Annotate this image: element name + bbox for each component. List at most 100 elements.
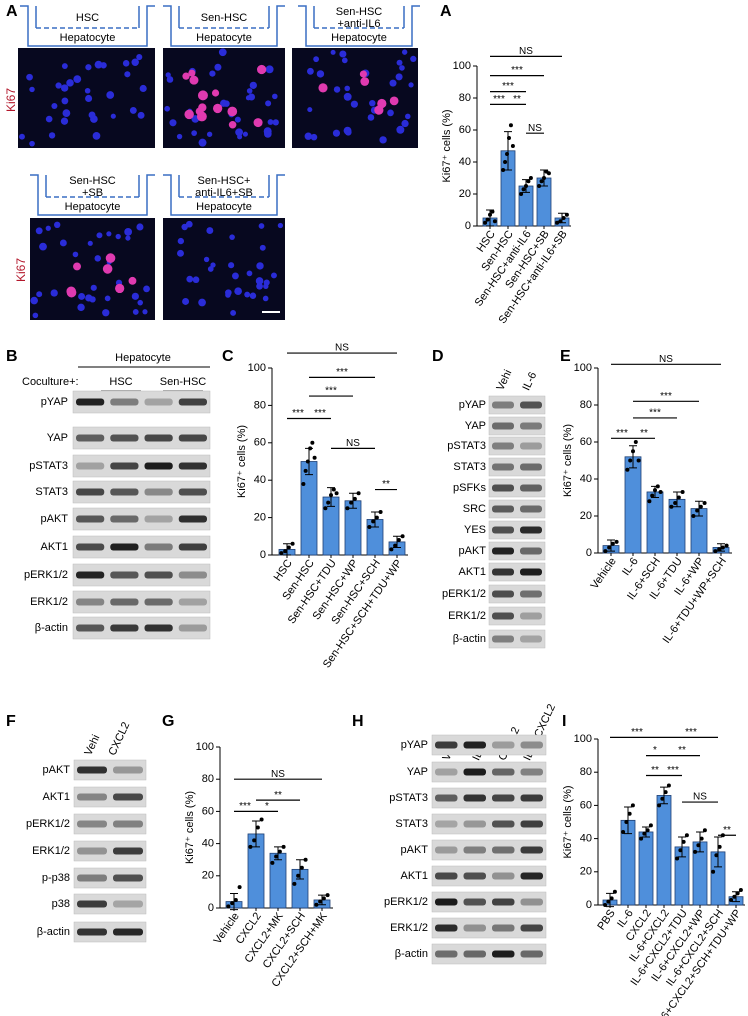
nucleus — [94, 255, 101, 262]
blot-band — [113, 900, 143, 908]
blot-band — [492, 741, 515, 749]
data-point — [660, 796, 665, 801]
blot-row-label: pERK1/2 — [26, 818, 70, 830]
data-point — [528, 176, 533, 180]
nucleus — [223, 100, 230, 107]
hepatocyte-label: Hepatocyte — [196, 32, 252, 44]
data-point — [614, 539, 619, 544]
nucleus — [84, 87, 91, 94]
blot-strip — [488, 520, 546, 540]
data-point — [695, 508, 700, 513]
blot-band — [113, 793, 143, 801]
nucleus — [125, 235, 131, 241]
data-point — [505, 152, 510, 156]
data-point — [636, 458, 641, 463]
bar — [638, 831, 654, 906]
data-point — [389, 547, 394, 552]
data-point — [676, 495, 681, 500]
blot-band — [492, 794, 515, 802]
nucleus — [242, 131, 248, 137]
nucleus — [36, 291, 43, 298]
blot-band — [520, 568, 542, 576]
blot-band — [77, 766, 107, 774]
data-point — [666, 783, 671, 788]
significance-label: ** — [640, 428, 648, 439]
data-point — [367, 524, 372, 529]
blot-band — [178, 434, 207, 442]
blot-band — [463, 741, 486, 749]
data-point — [521, 187, 526, 192]
data-point — [684, 833, 689, 838]
blot-strip — [73, 867, 147, 889]
nucleus — [259, 244, 266, 251]
blot-band — [492, 820, 515, 828]
blot-band — [144, 515, 173, 523]
blot-band — [492, 872, 515, 880]
data-point — [292, 881, 297, 886]
data-point — [610, 541, 615, 546]
panel-letter: H — [352, 713, 364, 730]
blot-row-label: pSFKs — [453, 482, 487, 494]
ki67-nucleus — [256, 64, 267, 75]
blot-strip — [488, 478, 546, 498]
ki67-nucleus — [389, 96, 399, 106]
nucleus — [270, 272, 277, 279]
data-point — [625, 467, 630, 472]
data-point — [657, 803, 662, 808]
data-point — [308, 446, 313, 451]
blot-band — [113, 766, 143, 774]
nucleus — [136, 223, 144, 231]
data-point — [329, 493, 333, 498]
blot-strip — [431, 891, 547, 913]
blot-strip — [72, 535, 211, 559]
significance-label: *** — [631, 727, 643, 738]
nucleus — [62, 109, 71, 118]
data-point — [648, 823, 653, 828]
nucleus — [39, 242, 47, 251]
nucleus — [90, 115, 98, 123]
data-point — [331, 487, 336, 492]
nucleus — [102, 309, 110, 317]
data-point — [299, 865, 304, 870]
data-point — [259, 817, 264, 822]
transwell-insert — [313, 6, 405, 28]
significance-label: *** — [493, 94, 505, 105]
blot-band — [492, 484, 514, 492]
data-point — [729, 898, 734, 903]
nucleus — [249, 81, 257, 89]
nucleus — [401, 49, 408, 55]
blot-strip — [72, 590, 211, 614]
y-tick-label: 40 — [254, 474, 266, 486]
transwell-outer — [20, 5, 155, 47]
data-point — [609, 896, 614, 901]
hepatocyte-label: Hepatocyte — [196, 201, 252, 213]
significance-label: *** — [239, 801, 251, 812]
nucleus — [50, 289, 58, 297]
data-point — [555, 220, 560, 225]
data-point — [673, 501, 678, 506]
data-point — [378, 509, 383, 514]
transwell-insert — [178, 6, 270, 28]
blot-band — [520, 872, 543, 880]
significance-label: NS — [346, 438, 360, 449]
nucleus — [169, 119, 177, 127]
nucleus — [137, 299, 144, 306]
data-point — [653, 488, 657, 493]
nucleus — [87, 240, 93, 246]
blot-strip — [488, 606, 546, 626]
nucleus — [51, 102, 58, 110]
ki67-nucleus — [182, 72, 190, 80]
nucleus — [181, 223, 188, 231]
ki67-nucleus — [102, 264, 113, 274]
data-point — [624, 820, 629, 824]
blot-band — [492, 950, 515, 958]
error-bar — [695, 500, 703, 517]
data-point — [323, 506, 328, 511]
blot-strip — [488, 436, 546, 456]
ki67-nucleus — [196, 111, 207, 122]
error-bar — [642, 826, 650, 838]
blot-strip — [72, 426, 211, 450]
blot-band — [76, 571, 105, 579]
nucleus — [192, 276, 200, 284]
blot-band — [435, 898, 458, 906]
